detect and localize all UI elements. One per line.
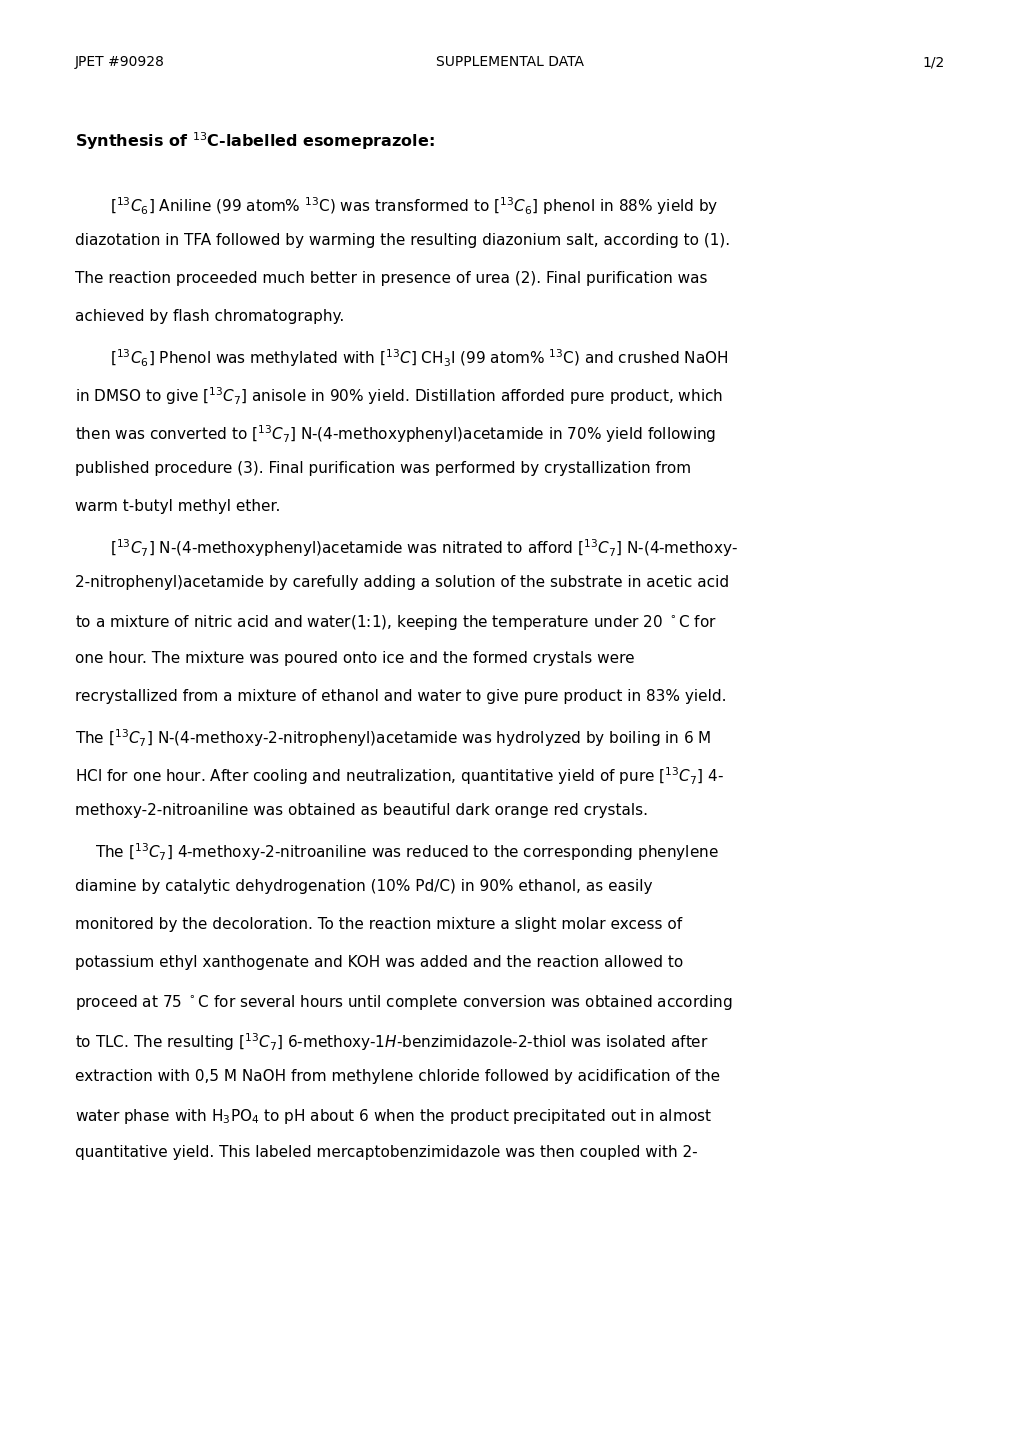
Text: $[^{13}C_7]$ N-(4-methoxyphenyl)acetamide was nitrated to afford $[^{13}C_7]$ N-: $[^{13}C_7]$ N-(4-methoxyphenyl)acetamid… [110,537,737,558]
Text: achieved by flash chromatography.: achieved by flash chromatography. [75,309,344,325]
Text: then was converted to $[^{13}C_7]$ N-(4-methoxyphenyl)acetamide in 70% yield fol: then was converted to $[^{13}C_7]$ N-(4-… [75,423,715,444]
Text: 2-nitrophenyl)acetamide by carefully adding a solution of the substrate in aceti: 2-nitrophenyl)acetamide by carefully add… [75,574,729,590]
Text: in DMSO to give $[^{13}C_7]$ anisole in 90% yield. Distillation afforded pure pr: in DMSO to give $[^{13}C_7]$ anisole in … [75,385,722,407]
Text: diazotation in TFA followed by warming the resulting diazonium salt, according t: diazotation in TFA followed by warming t… [75,232,730,248]
Text: $[^{13}C_6]$ Aniline (99 atom% $^{13}$C) was transformed to $[^{13}C_6]$ phenol : $[^{13}C_6]$ Aniline (99 atom% $^{13}$C)… [110,195,717,216]
Text: 1/2: 1/2 [922,55,944,69]
Text: extraction with 0,5 M NaOH from methylene chloride followed by acidification of : extraction with 0,5 M NaOH from methylen… [75,1069,719,1084]
Text: SUPPLEMENTAL DATA: SUPPLEMENTAL DATA [435,55,584,69]
Text: water phase with H$_3$PO$_4$ to pH about 6 when the product precipitated out in : water phase with H$_3$PO$_4$ to pH about… [75,1107,711,1126]
Text: published procedure (3). Final purification was performed by crystallization fro: published procedure (3). Final purificat… [75,460,691,476]
Text: Synthesis of $^{13}$C-labelled esomeprazole:: Synthesis of $^{13}$C-labelled esomepraz… [75,130,434,152]
Text: HCl for one hour. After cooling and neutralization, quantitative yield of pure $: HCl for one hour. After cooling and neut… [75,765,723,786]
Text: to a mixture of nitric acid and water(1:1), keeping the temperature under 20 $^\: to a mixture of nitric acid and water(1:… [75,613,716,632]
Text: The $[^{13}C_7]$ 4-methoxy-2-nitroaniline was reduced to the corresponding pheny: The $[^{13}C_7]$ 4-methoxy-2-nitroanilin… [95,841,718,863]
Text: proceed at 75 $^\circ$C for several hours until complete conversion was obtained: proceed at 75 $^\circ$C for several hour… [75,993,732,1012]
Text: JPET #90928: JPET #90928 [75,55,165,69]
Text: to TLC. The resulting $[^{13}C_7]$ 6-methoxy-1$H$-benzimidazole-2-thiol was isol: to TLC. The resulting $[^{13}C_7]$ 6-met… [75,1030,708,1053]
Text: potassium ethyl xanthogenate and KOH was added and the reaction allowed to: potassium ethyl xanthogenate and KOH was… [75,955,683,970]
Text: monitored by the decoloration. To the reaction mixture a slight molar excess of: monitored by the decoloration. To the re… [75,916,682,932]
Text: diamine by catalytic dehydrogenation (10% Pd/C) in 90% ethanol, as easily: diamine by catalytic dehydrogenation (10… [75,879,652,895]
Text: quantitative yield. This labeled mercaptobenzimidazole was then coupled with 2-: quantitative yield. This labeled mercapt… [75,1144,697,1160]
Text: recrystallized from a mixture of ethanol and water to give pure product in 83% y: recrystallized from a mixture of ethanol… [75,688,726,704]
Text: The reaction proceeded much better in presence of urea (2). Final purification w: The reaction proceeded much better in pr… [75,271,707,286]
Text: The $[^{13}C_7]$ N-(4-methoxy-2-nitrophenyl)acetamide was hydrolyzed by boiling : The $[^{13}C_7]$ N-(4-methoxy-2-nitrophe… [75,727,711,749]
Text: $[^{13}C_6]$ Phenol was methylated with $[^{13}C]$ CH$_3$I (99 atom% $^{13}$C) a: $[^{13}C_6]$ Phenol was methylated with … [110,346,728,369]
Text: warm t-butyl methyl ether.: warm t-butyl methyl ether. [75,499,280,514]
Text: methoxy-2-nitroaniline was obtained as beautiful dark orange red crystals.: methoxy-2-nitroaniline was obtained as b… [75,802,647,818]
Text: one hour. The mixture was poured onto ice and the formed crystals were: one hour. The mixture was poured onto ic… [75,651,634,667]
